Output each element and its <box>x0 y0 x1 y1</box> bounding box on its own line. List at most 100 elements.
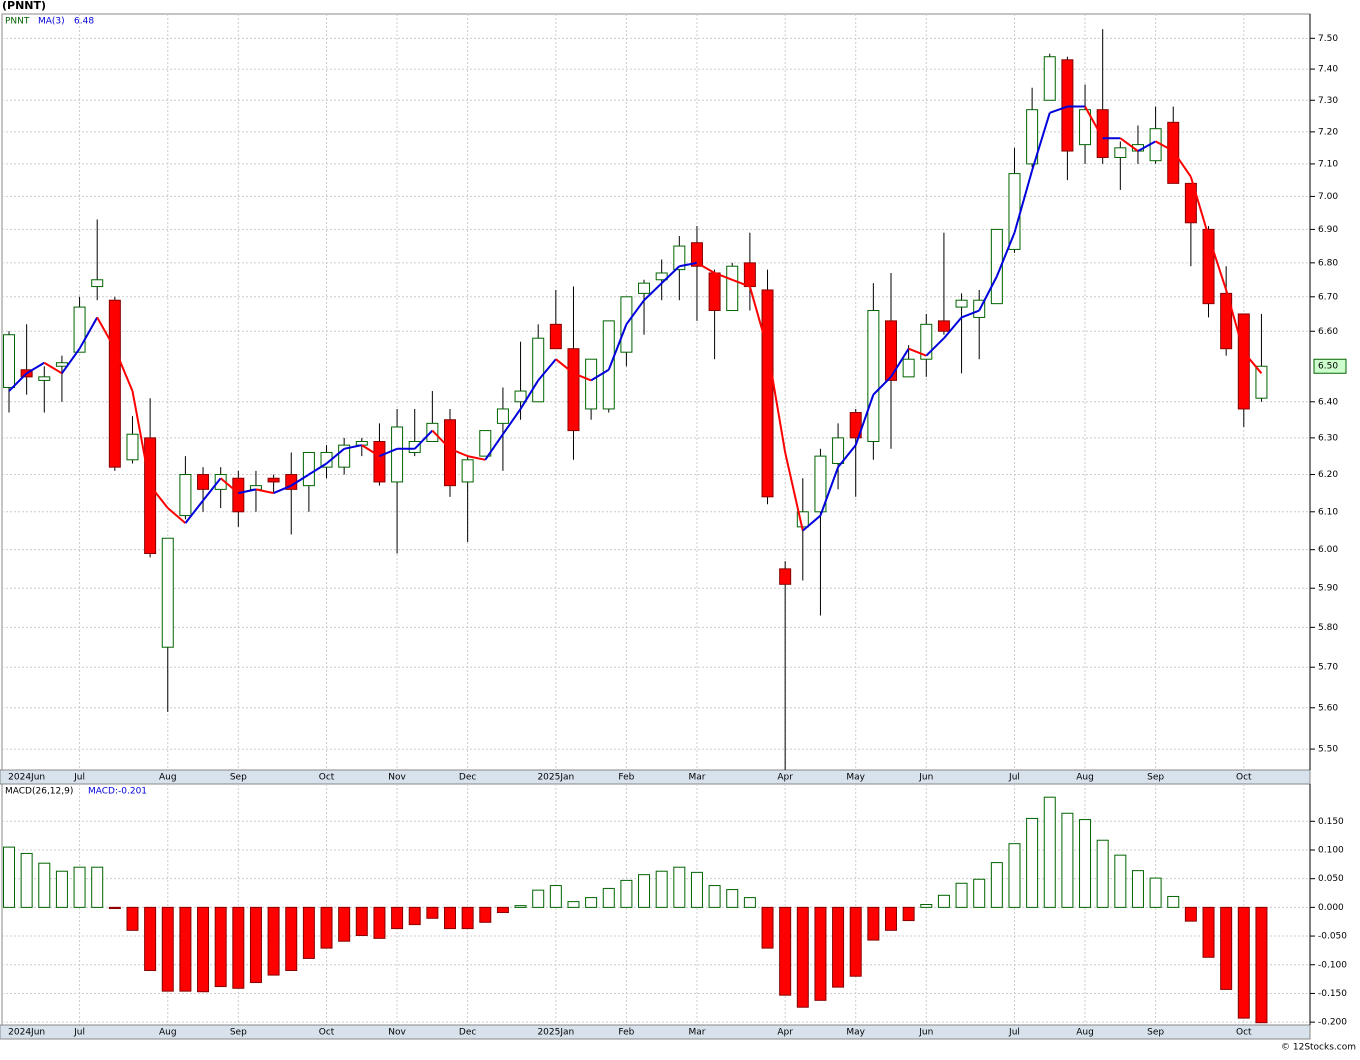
ma-line <box>1013 170 1034 233</box>
y-tick-label: 7.50 <box>1318 34 1338 44</box>
x-tick-label: Mar <box>688 773 705 783</box>
x-tick-label: Jul <box>1008 773 1020 783</box>
y-tick-label: 0.050 <box>1318 874 1344 884</box>
candle-body <box>55 362 68 367</box>
macd-bar <box>126 906 139 931</box>
candle-body <box>73 306 86 353</box>
ma-line <box>995 232 1016 277</box>
ma-line <box>220 477 239 494</box>
x-tick-label: Sep <box>230 773 247 783</box>
y-tick-label: 0.100 <box>1318 845 1344 855</box>
candle-body <box>1061 59 1074 152</box>
ma-line <box>78 316 99 350</box>
x-tick-label: 2024Jun <box>8 773 45 783</box>
ma-line <box>502 408 522 435</box>
ma-line <box>1207 235 1228 291</box>
ma-line <box>1189 176 1210 237</box>
candle-body <box>338 444 351 468</box>
candle-body <box>1184 182 1197 224</box>
ma-line <box>113 348 134 392</box>
x-tick-label: Feb <box>618 773 634 783</box>
candle-body <box>108 299 121 468</box>
candle-body <box>373 441 386 483</box>
macd-bar <box>426 906 439 919</box>
ma-line <box>748 286 769 349</box>
macd-bar <box>1026 817 1039 908</box>
y-tick-label: -0.150 <box>1318 989 1347 999</box>
y-tick-label: 7.40 <box>1318 65 1338 75</box>
macd-bar <box>179 906 192 992</box>
y-tick-label: -0.200 <box>1318 1018 1347 1028</box>
candle-body <box>638 282 651 294</box>
x-tick-label: Aug <box>1076 773 1094 783</box>
candle-body <box>1167 121 1180 184</box>
macd-bar <box>267 906 280 976</box>
x-tick-label: Sep <box>1147 773 1164 783</box>
ma-line <box>555 358 575 375</box>
ma-line <box>1049 105 1068 114</box>
y-tick-label: 6.10 <box>1318 507 1338 517</box>
y-tick-label: 0.150 <box>1318 817 1344 827</box>
macd-bar <box>1220 906 1233 990</box>
candle-body <box>514 390 527 403</box>
ma-line <box>202 477 222 502</box>
price-marker-box <box>1313 358 1347 374</box>
macd-bar <box>73 866 86 908</box>
macd-bar <box>796 906 809 1008</box>
ma-line <box>361 444 380 457</box>
ma-line <box>149 485 169 509</box>
ma-line <box>167 507 187 524</box>
macd-bar <box>937 894 950 908</box>
macd-bar <box>232 906 245 989</box>
candle-body <box>91 279 104 288</box>
ma-line <box>131 390 152 486</box>
candle-body <box>955 299 968 308</box>
candle-body <box>1202 228 1215 305</box>
macd-bar <box>161 906 174 992</box>
y-tick-label: 6.00 <box>1318 545 1338 555</box>
ma-line <box>679 261 698 268</box>
x-tick-label: Jun <box>918 1028 933 1038</box>
ma-line <box>714 272 733 281</box>
candle-body <box>532 337 545 403</box>
y-tick-label: 6.60 <box>1318 327 1338 337</box>
price-marker-label: 6.50 <box>1318 362 1338 372</box>
candle-body <box>355 441 368 446</box>
ma-line <box>731 278 751 288</box>
macd-bar <box>567 901 580 908</box>
x-tick-label: Jun <box>918 773 933 783</box>
ma-line <box>1137 140 1157 152</box>
ma-line <box>519 379 540 410</box>
candle-body <box>602 320 615 410</box>
y-tick-label: 5.50 <box>1318 745 1338 755</box>
ma-line <box>819 466 840 516</box>
candle-body <box>126 433 139 461</box>
y-tick-label: 6.20 <box>1318 470 1338 480</box>
ma-line <box>607 323 628 371</box>
ma-line <box>184 499 204 524</box>
ma-line <box>449 447 469 458</box>
macd-bar <box>814 906 827 1001</box>
ma-line <box>961 309 980 319</box>
macd-bar <box>1184 906 1197 922</box>
macd-bar <box>249 906 262 984</box>
candle-body <box>267 477 280 483</box>
x-tick-label: Jul <box>1008 1028 1020 1038</box>
x-tick-label: Nov <box>388 773 406 783</box>
y-tick-label: 6.30 <box>1318 433 1338 443</box>
x-tick-label: Dec <box>459 1028 476 1038</box>
ma-line <box>414 429 434 450</box>
macd-bar <box>902 906 915 922</box>
panel-title: MACD(26,12,9) <box>5 787 73 797</box>
candle-body <box>461 459 474 483</box>
macd-bar <box>726 889 739 908</box>
ma-line <box>96 316 116 350</box>
x-tick-label: Apr <box>777 1028 793 1038</box>
macd-bar <box>373 906 386 939</box>
x-tick-label: Oct <box>319 1028 335 1038</box>
y-tick-label: 7.20 <box>1318 127 1338 137</box>
legend-symbol: PNNT <box>5 17 30 27</box>
candle-body <box>479 430 492 457</box>
ma-line <box>1084 106 1104 139</box>
macd-bar <box>920 904 933 908</box>
